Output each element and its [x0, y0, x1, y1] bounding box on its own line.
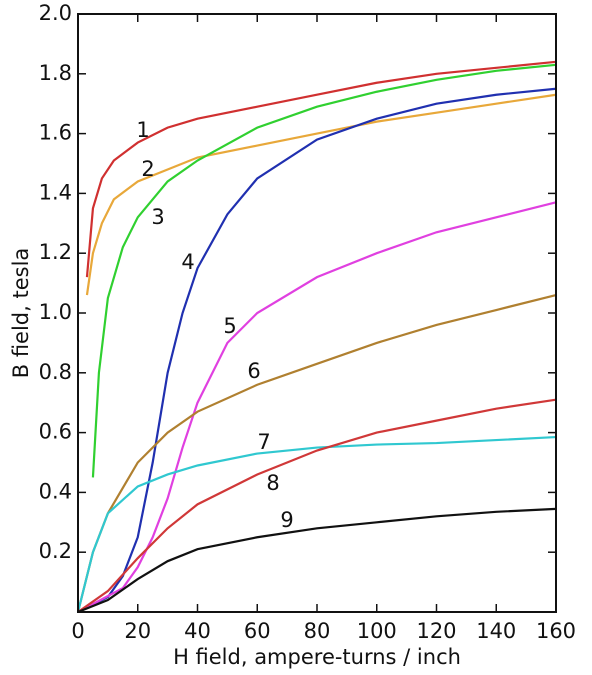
y-tick-label: 0.6	[39, 420, 72, 444]
curve-label: 6	[247, 359, 260, 383]
curve	[76, 293, 557, 613]
x-tick-label: 160	[536, 619, 576, 643]
curve-label: 1	[136, 118, 149, 142]
y-tick-label: 2.0	[39, 1, 72, 25]
x-tick-label: 100	[357, 619, 397, 643]
curve	[76, 435, 557, 613]
y-tick-label: 1.2	[39, 240, 72, 264]
curve	[77, 398, 557, 613]
curve-label: 4	[181, 250, 194, 274]
curve-label: 5	[223, 314, 236, 338]
y-tick-label: 1.8	[39, 61, 72, 85]
curve-label: 8	[266, 471, 279, 495]
curve	[85, 93, 557, 296]
x-tick-label: 60	[244, 619, 271, 643]
x-tick-label: 140	[476, 619, 516, 643]
y-axis-title: B field, tesla	[9, 248, 33, 379]
curve-label: 9	[280, 508, 293, 532]
plot-frame	[77, 13, 557, 613]
y-tick-label: 0.8	[39, 360, 72, 384]
x-tick-label: 0	[71, 619, 84, 643]
curve-label: 7	[257, 430, 270, 454]
curve	[85, 60, 557, 278]
curve-label: 3	[151, 205, 164, 229]
x-tick-label: 120	[416, 619, 456, 643]
x-tick-label: 40	[184, 619, 211, 643]
curve	[77, 87, 557, 613]
x-axis-title: H field, ampere-turns / inch	[173, 645, 461, 669]
y-tick-label: 0.4	[39, 479, 72, 503]
curve	[77, 507, 557, 614]
curve	[77, 201, 557, 613]
curve-label: 2	[141, 157, 154, 181]
y-tick-label: 1.4	[39, 180, 72, 204]
y-tick-label: 0.2	[39, 539, 72, 563]
curve	[91, 63, 557, 478]
x-tick-label: 80	[304, 619, 331, 643]
y-tick-label: 1.6	[39, 121, 72, 145]
y-tick-label: 1.0	[39, 300, 72, 324]
x-tick-label: 20	[124, 619, 151, 643]
